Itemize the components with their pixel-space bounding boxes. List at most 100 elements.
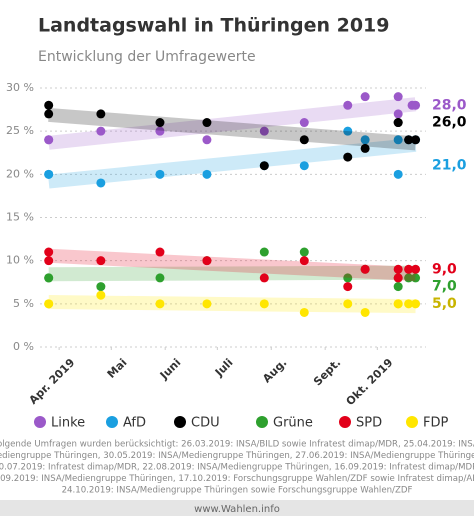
point [411, 135, 421, 145]
point [299, 247, 309, 257]
point [202, 118, 212, 128]
point [155, 169, 165, 179]
footnote: 30.07.2019: Infratest dimap/MDR, 22.08.2… [0, 463, 474, 473]
point [155, 273, 165, 283]
legend-swatch [339, 416, 351, 428]
point [393, 169, 403, 179]
point [404, 264, 414, 274]
point [404, 299, 414, 309]
point [393, 109, 403, 119]
point [411, 264, 421, 274]
y-tick-label: 25 % [6, 124, 34, 137]
y-tick-label: 10 % [6, 254, 34, 267]
legend-swatch [34, 416, 46, 428]
point [96, 290, 106, 300]
point [44, 256, 54, 266]
point [96, 178, 106, 188]
point [202, 299, 212, 309]
trend-band [47, 97, 417, 150]
point [411, 299, 421, 309]
trend-band [48, 265, 416, 282]
point [393, 118, 403, 128]
point [393, 273, 403, 283]
legend-label: FDP [423, 416, 448, 431]
point [404, 273, 414, 283]
point [299, 135, 309, 145]
point [411, 273, 421, 283]
point [404, 135, 414, 145]
chart-title: Landtagswahl in Thüringen 2019 [38, 15, 389, 37]
legend-label: SPD [356, 416, 382, 431]
point [393, 282, 403, 292]
point [393, 264, 403, 274]
trend-band [48, 107, 417, 151]
end-label: 7,0 [432, 279, 457, 295]
point [299, 118, 309, 128]
point [343, 100, 353, 110]
point [202, 135, 212, 145]
point [343, 273, 353, 283]
point [259, 126, 269, 136]
legend-swatch [106, 416, 118, 428]
point [343, 126, 353, 136]
point [155, 118, 165, 128]
point [360, 135, 370, 145]
point [259, 273, 269, 283]
y-tick-label: 30 % [6, 81, 34, 94]
point [44, 100, 54, 110]
end-label: 21,0 [432, 158, 467, 174]
trend-band [48, 248, 416, 282]
legend-label: Grüne [273, 416, 313, 431]
end-label: 5,0 [432, 296, 457, 312]
point [96, 256, 106, 266]
point [155, 126, 165, 136]
footnote: Folgende Umfragen wurden berücksichtigt:… [0, 440, 474, 450]
end-label: 26,0 [432, 115, 467, 131]
point [393, 135, 403, 145]
point [360, 92, 370, 102]
legend-swatch [174, 416, 186, 428]
point [343, 299, 353, 309]
point [360, 307, 370, 317]
point [44, 135, 54, 145]
end-label: 9,0 [432, 261, 457, 277]
point [299, 307, 309, 317]
footnote: 24.10.2019: INSA/Mediengruppe Thüringen … [62, 486, 413, 496]
point [155, 299, 165, 309]
chart-subtitle: Entwicklung der Umfragewerte [38, 49, 256, 65]
point [96, 109, 106, 119]
point [299, 161, 309, 171]
footer-bar [0, 500, 474, 516]
point [44, 247, 54, 257]
point [259, 247, 269, 257]
point [44, 299, 54, 309]
source: www.Wahlen.info [194, 504, 280, 515]
y-tick-label: 15 % [6, 211, 34, 224]
point [96, 126, 106, 136]
point [202, 256, 212, 266]
point [393, 92, 403, 102]
point [44, 169, 54, 179]
point [202, 169, 212, 179]
legend-label: AfD [123, 416, 146, 431]
y-tick-label: 0 % [13, 340, 34, 353]
point [259, 161, 269, 171]
footnote: Mediengruppe Thüringen, 30.05.2019: INSA… [0, 451, 474, 461]
legend-label: Linke [51, 416, 85, 431]
point [411, 100, 421, 110]
legend-swatch [406, 416, 418, 428]
point [259, 299, 269, 309]
footnote: 26.09.2019: INSA/Mediengruppe Thüringen,… [0, 474, 474, 484]
trend-band [48, 295, 416, 314]
point [360, 264, 370, 274]
point [44, 109, 54, 119]
point [343, 282, 353, 292]
point [44, 273, 54, 283]
point [393, 299, 403, 309]
y-tick-label: 20 % [6, 167, 34, 180]
end-label: 28,0 [432, 97, 467, 113]
point [155, 247, 165, 257]
point [360, 143, 370, 153]
